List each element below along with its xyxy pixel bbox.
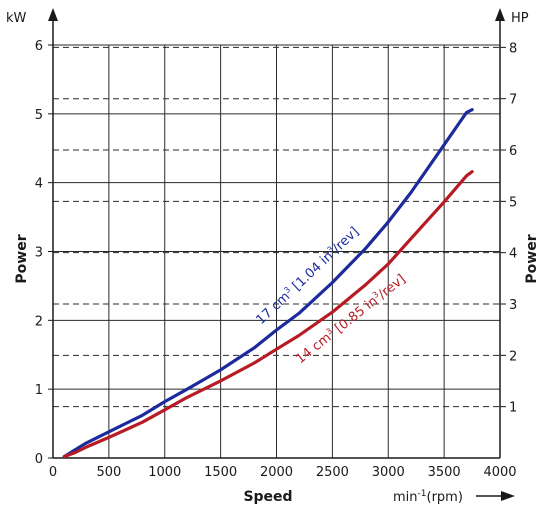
y-unit-left: kW bbox=[6, 11, 27, 26]
y-tick-label-right: 8 bbox=[509, 41, 517, 56]
series-line-1 bbox=[62, 170, 474, 459]
y-tick-label-right: 5 bbox=[509, 195, 517, 210]
x-tick-label: 0 bbox=[49, 465, 57, 480]
x-tick-label: 3000 bbox=[372, 465, 405, 480]
x-tick-label: 3500 bbox=[428, 465, 461, 480]
x-tick-label: 1000 bbox=[148, 465, 181, 480]
y-tick-label-right: 7 bbox=[509, 93, 517, 108]
series-label-14cc: 14 cm3 [0.85 in3/rev] bbox=[293, 271, 409, 367]
x-tick-label: 2000 bbox=[260, 465, 293, 480]
x-tick-label: 500 bbox=[96, 465, 121, 480]
y-unit-right: HP bbox=[511, 11, 529, 26]
x-unit: min-1(rpm) bbox=[393, 489, 463, 505]
x-unit-suffix: (rpm) bbox=[427, 490, 463, 505]
x-unit-base: min bbox=[393, 490, 418, 505]
x-tick-label: 2500 bbox=[316, 465, 349, 480]
y-tick-label-left: 0 bbox=[35, 452, 43, 467]
y-tick-label-left: 3 bbox=[35, 246, 43, 261]
axes bbox=[48, 8, 505, 459]
y-axis-right-arrow bbox=[495, 8, 505, 21]
y-tick-label-right: 6 bbox=[509, 144, 517, 159]
series-label-17cc: 17 cm3 [1.04 in3/rev] bbox=[253, 224, 362, 328]
series-line-0 bbox=[62, 108, 474, 459]
y-tick-label-right: 2 bbox=[509, 349, 517, 364]
y-axis-title-right: Power bbox=[524, 234, 540, 283]
tick-labels: 0 500 1000 1500 2000 2500 3000 3500 4000 0 1 2 3 4 5 6 1… bbox=[35, 39, 518, 480]
y-tick-label-left: 2 bbox=[35, 314, 43, 329]
y-tick-label-left: 6 bbox=[35, 39, 43, 54]
x-axis-title: Speed bbox=[243, 489, 292, 505]
y-tick-label-left: 1 bbox=[35, 383, 43, 398]
hp-grid bbox=[53, 46, 500, 408]
y-axis-title-left: Power bbox=[14, 234, 30, 283]
y-axis-left-arrow bbox=[48, 8, 58, 21]
y-tick-label-left: 5 bbox=[35, 108, 43, 123]
x-tick-label: 1500 bbox=[204, 465, 237, 480]
y-tick-label-left: 4 bbox=[35, 177, 43, 192]
series-lines bbox=[62, 108, 474, 459]
grid bbox=[52, 44, 501, 459]
x-tick-label: 4000 bbox=[483, 465, 516, 480]
x-unit-arrow bbox=[476, 491, 515, 501]
y-tick-label-right: 3 bbox=[509, 298, 517, 313]
y-tick-label-right: 4 bbox=[509, 247, 517, 262]
x-unit-sup: -1 bbox=[418, 489, 427, 499]
y-tick-label-right: 1 bbox=[509, 401, 517, 416]
